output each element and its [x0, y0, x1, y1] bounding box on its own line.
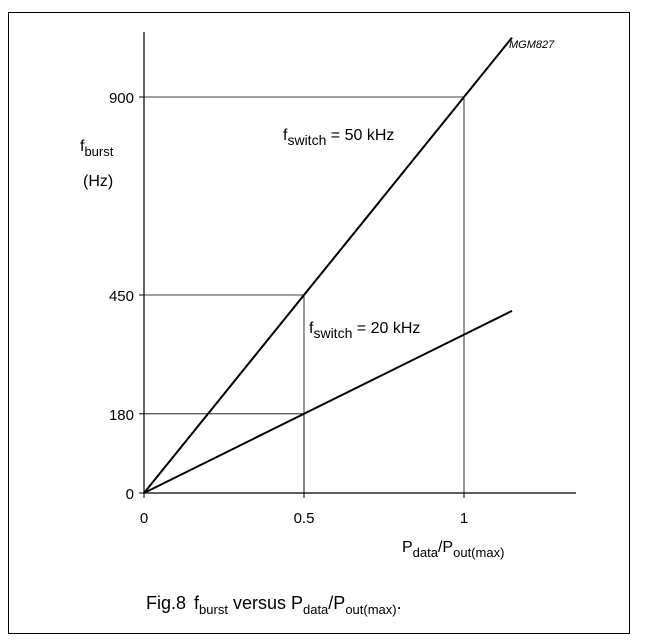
axes [143, 32, 576, 494]
series-line-0 [143, 36, 513, 494]
y-tick-label-1: 180 [109, 407, 134, 424]
series-label-50khz-rest: = 50 kHz [326, 127, 394, 144]
series-group [143, 36, 513, 494]
x-axis-label-p1: P [402, 539, 413, 556]
y-tick-label-3: 900 [109, 90, 134, 107]
figure-frame [8, 12, 630, 634]
series-label-20khz-sub: switch [313, 325, 352, 341]
caption-outmax: out(max) [345, 602, 396, 617]
caption-period: . [397, 593, 402, 613]
x-axis-label-sub2: out(max) [453, 545, 504, 560]
series-label-50khz-f: f [283, 127, 288, 144]
reference-lines [144, 96, 465, 493]
series-label-20khz: fswitch = 20 kHz [309, 320, 420, 341]
caption-slash: /P [328, 593, 345, 613]
figure-caption: Fig.8 fburst versus Pdata/Pout(max). [146, 593, 402, 617]
x-axis-label-slash: /P [438, 539, 453, 556]
x-tick-label-0: 0 [140, 510, 148, 527]
caption-data: data [303, 602, 329, 617]
series-label-20khz-f: f [309, 320, 314, 337]
series-label-50khz: fswitch = 50 kHz [283, 127, 394, 148]
y-tick-label-2: 450 [109, 288, 134, 305]
y-tick-label-0: 0 [126, 486, 134, 503]
y-axis-unit: (Hz) [83, 173, 113, 190]
caption-prefix: Fig.8 [146, 593, 186, 613]
y-axis-label-f: f [80, 138, 85, 155]
x-tick-label-2: 1 [460, 510, 468, 527]
x-axis-label-sub1: data [413, 545, 439, 560]
tick-labels: 0 180 450 900 0 0.5 1 [109, 90, 468, 527]
x-tick-label-1: 0.5 [294, 510, 315, 527]
caption-burst: burst [199, 602, 228, 617]
y-axis-label-sub: burst [84, 144, 113, 159]
y-axis-label: fburst [80, 138, 114, 159]
caption-p: P [291, 593, 303, 613]
x-axis-label: Pdata/Pout(max) [402, 539, 504, 560]
caption-versus: versus [233, 593, 286, 613]
caption-f: f [194, 593, 200, 613]
series-label-20khz-rest: = 20 kHz [352, 320, 420, 337]
series-line-1 [143, 309, 513, 494]
figure-code: MGM827 [509, 39, 555, 51]
series-label-50khz-sub: switch [287, 132, 326, 148]
